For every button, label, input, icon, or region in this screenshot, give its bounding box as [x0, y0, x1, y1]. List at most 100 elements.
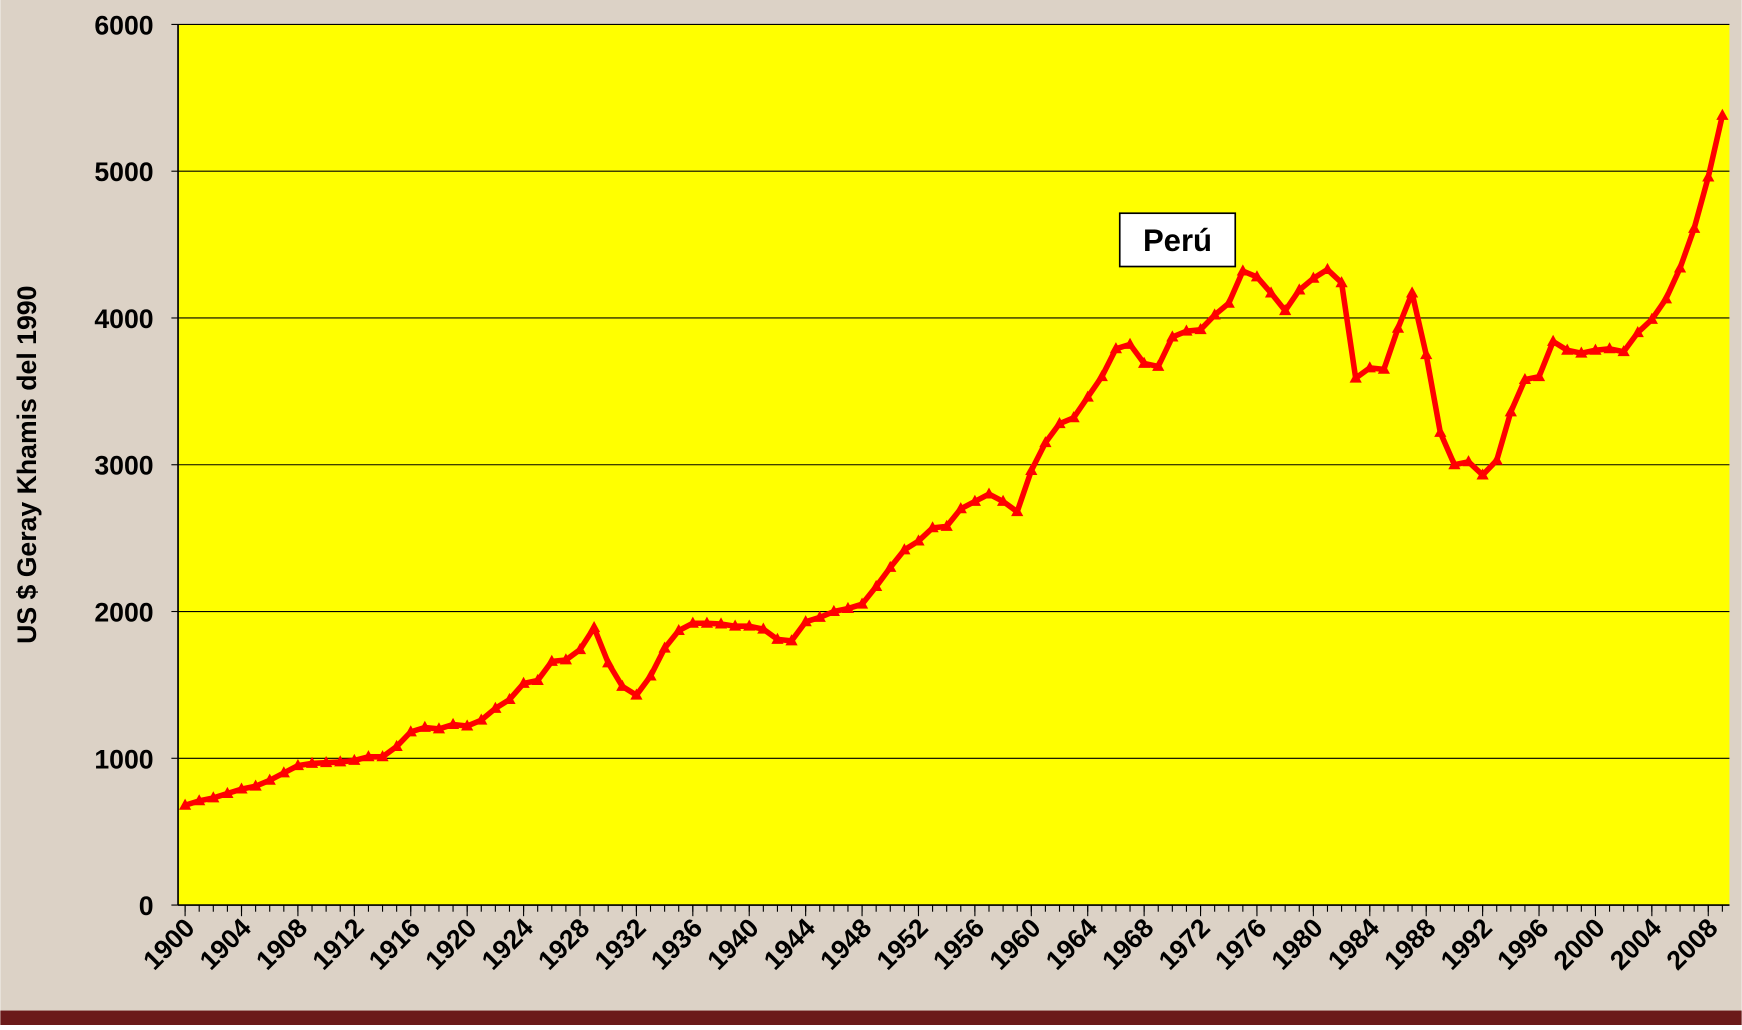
data-marker: [1307, 271, 1320, 283]
data-marker: [461, 719, 474, 731]
data-marker: [277, 766, 290, 778]
data-marker: [348, 753, 361, 765]
y-tick-label: 3000: [94, 451, 153, 481]
data-marker: [221, 786, 234, 798]
data-marker: [1053, 416, 1066, 429]
data-marker: [827, 604, 840, 616]
data-marker: [855, 597, 869, 609]
data-marker: [545, 654, 558, 666]
y-tick-label: 6000: [94, 10, 153, 40]
data-marker: [1476, 468, 1489, 480]
data-marker: [432, 722, 446, 734]
data-marker: [1659, 292, 1673, 304]
data-marker: [559, 653, 572, 665]
data-marker: [1490, 453, 1503, 465]
data-marker: [1039, 436, 1052, 448]
data-marker: [898, 543, 911, 555]
data-marker: [729, 619, 742, 631]
data-marker: [334, 755, 347, 767]
data-marker: [503, 692, 516, 705]
data-marker: [291, 758, 305, 771]
data-marker: [1561, 343, 1574, 355]
data-marker: [1011, 505, 1024, 517]
data-marker: [630, 688, 643, 700]
y-tick-label: 5000: [94, 157, 153, 187]
data-marker: [771, 632, 784, 644]
data-marker: [207, 791, 220, 803]
data-marker: [799, 615, 812, 627]
data-marker: [1208, 308, 1221, 320]
data-marker: [1335, 276, 1348, 288]
data-marker: [376, 750, 389, 762]
data-marker: [1702, 170, 1715, 182]
annotation-box: [1118, 212, 1237, 268]
data-marker: [968, 494, 981, 506]
data-marker: [672, 623, 685, 636]
data-marker: [475, 713, 488, 725]
data-marker: [658, 641, 671, 653]
data-marker: [700, 616, 714, 628]
data-marker: [1518, 372, 1532, 385]
y-tick-label: 2000: [94, 598, 153, 628]
data-marker: [1025, 463, 1038, 476]
data-marker: [940, 519, 953, 531]
data-marker: [1095, 370, 1108, 382]
data-marker: [686, 616, 699, 628]
data-marker: [1321, 262, 1334, 274]
data-marker: [1547, 334, 1560, 346]
annotation: Perú: [1143, 223, 1212, 258]
data-marker: [1109, 342, 1123, 354]
data-marker: [305, 756, 319, 768]
data-marker: [954, 502, 967, 514]
data-marker: [996, 494, 1010, 506]
data-marker: [616, 679, 629, 691]
data-marker: [1222, 296, 1235, 308]
data-marker: [1081, 390, 1094, 402]
data-marker: [1194, 323, 1207, 335]
data-marker: [870, 579, 883, 592]
data-marker: [1293, 283, 1306, 295]
data-marker: [1716, 108, 1729, 120]
data-marker: [912, 534, 925, 546]
data-marker: [1363, 361, 1376, 373]
data-marker: [1123, 337, 1137, 349]
data-marker: [813, 610, 826, 622]
data-marker: [1236, 264, 1249, 276]
data-marker: [489, 701, 502, 713]
data-marker: [1462, 455, 1475, 467]
data-marker: [1349, 371, 1362, 383]
data-marker: [1152, 359, 1165, 371]
data-marker: [1264, 286, 1278, 298]
data-marker: [1688, 221, 1701, 233]
data-marker: [982, 487, 996, 499]
data-marker: [1673, 261, 1687, 273]
data-marker: [517, 676, 530, 688]
data-marker: [362, 750, 375, 762]
data-marker: [573, 643, 587, 655]
data-marker: [587, 621, 601, 633]
data-marker: [1391, 321, 1405, 333]
data-marker: [1405, 286, 1419, 298]
data-marker: [1631, 325, 1644, 338]
data-marker: [1434, 425, 1447, 437]
data-marker: [1377, 362, 1390, 374]
data-marker: [1575, 346, 1588, 358]
data-marker: [249, 779, 262, 791]
data-marker: [320, 756, 333, 768]
data-marker: [1645, 312, 1658, 324]
data-marker: [1067, 411, 1080, 423]
y-tick-label: 4000: [94, 304, 153, 334]
data-marker: [1617, 345, 1630, 357]
data-marker: [531, 673, 544, 685]
y-tick-label: 0: [139, 891, 154, 921]
data-marker: [1420, 348, 1433, 360]
data-marker: [1250, 270, 1264, 282]
data-marker: [757, 622, 770, 634]
data-marker: [178, 798, 192, 810]
footer-strip: [0, 1010, 1742, 1025]
data-marker: [884, 560, 897, 572]
y-axis-label: US $ Geray Khamis del 1990: [12, 286, 42, 644]
data-marker: [841, 601, 855, 614]
